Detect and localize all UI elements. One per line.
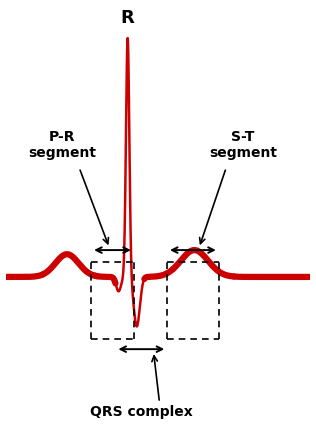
Text: R: R [121, 9, 135, 27]
Text: QRS complex: QRS complex [90, 405, 193, 419]
Text: S-T
segment: S-T segment [209, 130, 277, 160]
Text: P-R
segment: P-R segment [28, 130, 96, 160]
